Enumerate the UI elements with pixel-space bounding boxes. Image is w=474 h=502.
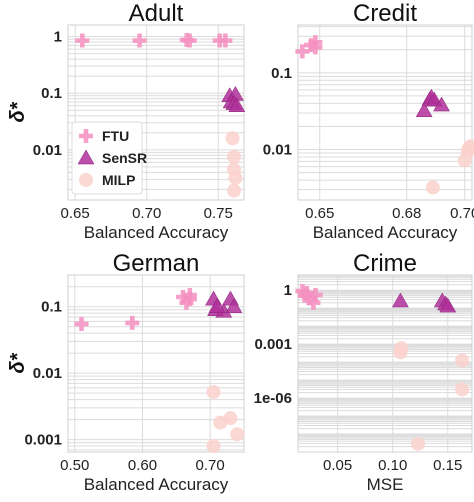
x-tick-label: 0.68 bbox=[392, 205, 421, 222]
y-tick-label: 0.001 bbox=[254, 336, 292, 353]
data-point-milp bbox=[462, 140, 474, 155]
data-point-milp bbox=[455, 353, 470, 368]
data-point-milp bbox=[225, 131, 240, 146]
data-point-sensr bbox=[433, 96, 450, 112]
y-tick-label: 0.1 bbox=[41, 299, 62, 316]
x-axis-label: Balanced Accuracy bbox=[313, 223, 458, 242]
panel-crime: 0.05 0.10 0.15 1 0.001 1e-06 Crime MSE bbox=[254, 250, 473, 494]
panel-adult: 0.65 0.70 0.75 1 0.1 0.01 Adult Balanced Accura… bbox=[7, 0, 246, 242]
panel-title: Crime bbox=[353, 250, 417, 277]
data-point-ftu bbox=[303, 291, 318, 306]
y-tick-label: 1 bbox=[54, 29, 62, 46]
legend-label: SenSR bbox=[102, 150, 147, 166]
data-point-milp bbox=[226, 183, 241, 198]
data-point-ftu bbox=[218, 33, 233, 48]
y-tick-label: 0.01 bbox=[263, 142, 292, 159]
axis-frame bbox=[67, 274, 245, 453]
data-point-ftu bbox=[74, 316, 89, 331]
data-point-milp bbox=[455, 382, 470, 397]
y-tick-label: 0.01 bbox=[33, 365, 62, 382]
x-axis-label: MSE bbox=[367, 475, 404, 494]
x-tick-label: 0.70 bbox=[196, 457, 225, 474]
data-point-ftu bbox=[179, 295, 194, 310]
y-axis-label: δ* bbox=[7, 101, 29, 122]
data-point-milp bbox=[228, 170, 243, 185]
data-point-milp bbox=[206, 385, 221, 400]
panel-title: Adult bbox=[129, 0, 184, 27]
y-tick-label: 0.01 bbox=[33, 142, 62, 159]
data-point-milp bbox=[206, 439, 221, 454]
data-point-sensr bbox=[439, 297, 457, 313]
legend-marker-ftu bbox=[79, 129, 93, 143]
legend-label: MILP bbox=[102, 172, 135, 188]
data-point-sensr bbox=[208, 298, 226, 313]
axis-frame bbox=[297, 24, 473, 201]
x-tick-label: 0.15 bbox=[433, 457, 462, 474]
y-tick-label: 1 bbox=[284, 282, 292, 299]
legend-marker-sensr bbox=[77, 149, 95, 165]
x-tick-label: 0.10 bbox=[378, 457, 407, 474]
axis-frame bbox=[67, 24, 245, 201]
y-tick-label: 0.001 bbox=[24, 432, 62, 449]
data-point-ftu bbox=[295, 44, 310, 59]
data-point-sensr bbox=[391, 292, 409, 308]
x-tick-label: 0.05 bbox=[323, 457, 352, 474]
x-tick-label: 0.65 bbox=[305, 205, 334, 222]
panel-title: German bbox=[113, 250, 200, 277]
panel-credit: 0.65 0.68 0.70 0.1 0.01 Credit Balanced Accura… bbox=[263, 0, 474, 242]
data-point-ftu bbox=[132, 33, 147, 48]
panel-title: Credit bbox=[353, 0, 417, 27]
data-point-milp bbox=[223, 411, 238, 426]
x-tick-label: 0.75 bbox=[204, 205, 233, 222]
y-axis-label: δ* bbox=[7, 352, 29, 373]
data-point-milp bbox=[230, 427, 245, 442]
data-point-ftu bbox=[297, 288, 312, 303]
data-point-sensr bbox=[225, 298, 243, 313]
data-point-milp bbox=[394, 341, 409, 356]
axis-frame bbox=[297, 274, 473, 453]
legend: FTU SenSR MILP bbox=[71, 121, 147, 195]
y-tick-label: 0.1 bbox=[271, 65, 292, 82]
x-axis-label: Balanced Accuracy bbox=[84, 223, 229, 242]
x-axis-label: Balanced Accuracy bbox=[84, 475, 229, 494]
data-point-ftu bbox=[125, 315, 140, 330]
data-point-ftu bbox=[182, 292, 197, 307]
x-tick-label: 0.70 bbox=[132, 205, 161, 222]
data-point-ftu bbox=[308, 287, 323, 302]
data-point-ftu bbox=[308, 40, 323, 55]
data-point-ftu bbox=[75, 33, 90, 48]
legend-marker-milp bbox=[79, 173, 93, 187]
data-point-sensr bbox=[228, 97, 246, 113]
x-tick-label: 0.70 bbox=[450, 205, 474, 222]
panel-german: 0.50 0.60 0.70 0.1 0.01 0.001 German Balanced A… bbox=[7, 250, 245, 494]
x-tick-label: 0.50 bbox=[60, 457, 89, 474]
data-point-milp bbox=[411, 436, 426, 451]
legend-label: FTU bbox=[102, 128, 129, 144]
x-tick-label: 0.60 bbox=[128, 457, 157, 474]
data-point-sensr bbox=[415, 102, 433, 118]
data-point-milp bbox=[226, 149, 241, 164]
x-tick-label: 0.65 bbox=[61, 205, 90, 222]
data-point-ftu bbox=[182, 33, 197, 48]
data-point-milp bbox=[425, 180, 440, 195]
y-tick-label: 0.1 bbox=[41, 85, 62, 102]
data-point-ftu bbox=[306, 295, 321, 310]
y-tick-label: 1e-06 bbox=[254, 390, 292, 407]
